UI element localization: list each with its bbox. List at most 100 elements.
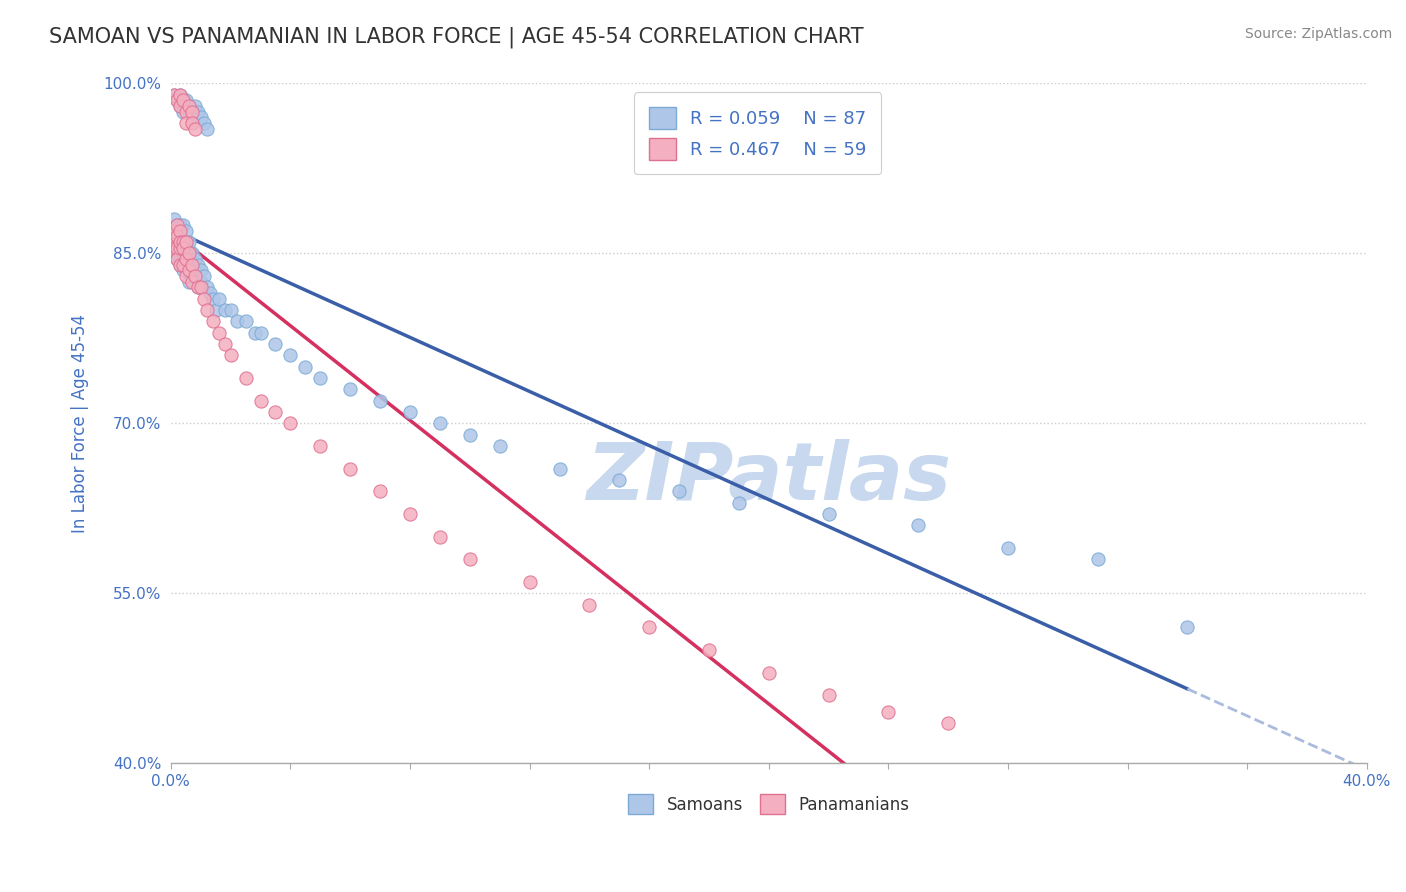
Point [169, 99, 191, 113]
Point [169, 235, 191, 249]
Point [174, 235, 197, 249]
Point [458, 552, 481, 566]
Point [172, 263, 194, 277]
Point [214, 337, 236, 351]
Text: SAMOAN VS PANAMANIAN IN LABOR FORCE | AGE 45-54 CORRELATION CHART: SAMOAN VS PANAMANIAN IN LABOR FORCE | AG… [49, 27, 863, 48]
Point [174, 241, 197, 255]
Point [190, 275, 212, 289]
Point [172, 241, 194, 255]
Point [172, 241, 194, 255]
Point [184, 99, 207, 113]
Point [184, 268, 207, 283]
Point [166, 235, 188, 249]
Point [166, 218, 188, 232]
Point [172, 258, 194, 272]
Point [280, 417, 302, 431]
Point [172, 94, 194, 108]
Point [668, 484, 690, 499]
Point [166, 94, 188, 108]
Point [399, 405, 422, 419]
Point [163, 241, 186, 255]
Point [174, 104, 197, 119]
Point [368, 484, 391, 499]
Point [190, 263, 212, 277]
Y-axis label: In Labor Force | Age 45-54: In Labor Force | Age 45-54 [72, 314, 89, 533]
Point [309, 439, 332, 453]
Point [458, 427, 481, 442]
Point [488, 439, 510, 453]
Point [208, 292, 231, 306]
Point [193, 292, 215, 306]
Text: Source: ZipAtlas.com: Source: ZipAtlas.com [1244, 27, 1392, 41]
Point [169, 258, 191, 272]
Point [174, 268, 197, 283]
Point [166, 241, 188, 255]
Point [169, 241, 191, 255]
Point [309, 371, 332, 385]
Point [163, 212, 186, 227]
Point [163, 224, 186, 238]
Text: ZIPatlas: ZIPatlas [586, 439, 952, 516]
Point [166, 241, 188, 255]
Point [243, 326, 266, 340]
Point [235, 371, 257, 385]
Point [172, 252, 194, 266]
Point [169, 87, 191, 102]
Point [172, 94, 194, 108]
Point [169, 99, 191, 113]
Point [198, 285, 221, 300]
Point [166, 224, 188, 238]
Point [172, 104, 194, 119]
Point [519, 574, 541, 589]
Point [548, 461, 571, 475]
Point [172, 235, 194, 249]
Legend: Samoans, Panamanians: Samoans, Panamanians [620, 786, 918, 822]
Point [166, 94, 188, 108]
Point [195, 303, 218, 318]
Point [177, 99, 200, 113]
Point [163, 87, 186, 102]
Point [235, 314, 257, 328]
Point [187, 258, 209, 272]
Point [177, 252, 200, 266]
Point [190, 280, 212, 294]
Point [174, 258, 197, 272]
Point [208, 326, 231, 340]
Point [1087, 552, 1109, 566]
Point [177, 246, 200, 260]
Point [180, 111, 202, 125]
Point [294, 359, 316, 374]
Point [163, 224, 186, 238]
Point [1177, 620, 1199, 634]
Point [195, 280, 218, 294]
Point [997, 541, 1019, 555]
Point [169, 87, 191, 102]
Point [184, 263, 207, 277]
Point [607, 473, 630, 487]
Point [169, 235, 191, 249]
Point [169, 241, 191, 255]
Point [169, 218, 191, 232]
Point [907, 518, 929, 533]
Point [225, 314, 247, 328]
Point [201, 314, 224, 328]
Point [399, 507, 422, 521]
Point [264, 405, 287, 419]
Point [187, 104, 209, 119]
Point [936, 716, 959, 731]
Point [728, 495, 751, 509]
Point [174, 252, 197, 266]
Point [180, 268, 202, 283]
Point [429, 417, 451, 431]
Point [177, 235, 200, 249]
Point [177, 263, 200, 277]
Point [177, 263, 200, 277]
Point [177, 275, 200, 289]
Point [195, 121, 218, 136]
Point [174, 246, 197, 260]
Point [166, 252, 188, 266]
Point [219, 303, 242, 318]
Point [280, 348, 302, 362]
Point [174, 94, 197, 108]
Point [339, 461, 361, 475]
